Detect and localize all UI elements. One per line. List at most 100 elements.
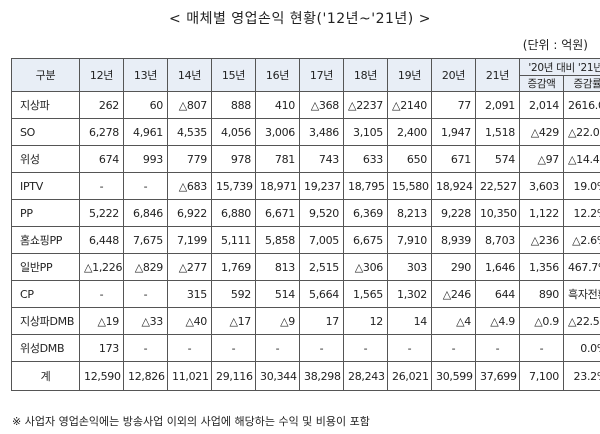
table-cell: 5,222	[79, 199, 124, 227]
page-title: < 매체별 영업손익 현황('12년~'21년) >	[169, 11, 431, 27]
table-cell: △306	[343, 253, 388, 281]
header-change-rate: 증감률	[563, 75, 600, 92]
table-cell: 1,947	[431, 118, 476, 146]
table-cell: 671	[431, 145, 476, 173]
table-cell: 7,005	[299, 226, 344, 254]
table-cell: 303	[387, 253, 432, 281]
table-cell: 978	[211, 145, 256, 173]
table-cell: -	[79, 280, 124, 308]
table-cell: 1,122	[519, 199, 564, 227]
table-cell: 28,243	[343, 361, 388, 391]
row-label: 지상파	[11, 91, 80, 119]
table-cell: -	[431, 334, 476, 362]
table-cell: -	[387, 334, 432, 362]
table-cell: 1,302	[387, 280, 432, 308]
table-cell: 12,826	[123, 361, 168, 391]
table-cell: 9,520	[299, 199, 344, 227]
row-label: 홈쇼핑PP	[11, 226, 80, 254]
table-cell: 3,486	[299, 118, 344, 146]
table-cell: 흑자전환	[563, 280, 600, 308]
table-cell: △1,226	[79, 253, 124, 281]
table-row: SO 6,278 4,961 4,535 4,056 3,006 3,486 3,105 2,4…	[11, 118, 600, 146]
table-cell: △22.5%	[563, 307, 600, 335]
table-cell: 993	[123, 145, 168, 173]
table-cell: 11,021	[167, 361, 212, 391]
table-cell: △97	[519, 145, 564, 173]
row-label: IPTV	[11, 172, 80, 200]
unit-label: (단위 : 억원)	[522, 38, 588, 52]
table-cell: △2237	[343, 91, 388, 119]
table-cell: 888	[211, 91, 256, 119]
row-label: 위성DMB	[11, 334, 80, 362]
table-cell: 7,675	[123, 226, 168, 254]
table-cell: 890	[519, 280, 564, 308]
table-cell: △277	[167, 253, 212, 281]
table-cell: △17	[211, 307, 256, 335]
header-year: 16년	[255, 58, 300, 92]
table-cell: 7,199	[167, 226, 212, 254]
row-label: 계	[11, 361, 80, 391]
table-cell: 1,769	[211, 253, 256, 281]
table-cell: 6,922	[167, 199, 212, 227]
table-cell: 18,795	[343, 172, 388, 200]
table-cell: △0.9	[519, 307, 564, 335]
table-cell: 4,535	[167, 118, 212, 146]
table-cell: △4	[431, 307, 476, 335]
table-cell: △683	[167, 172, 212, 200]
table-cell: 12	[343, 307, 388, 335]
table-cell: △14.4%	[563, 145, 600, 173]
table-cell: 813	[255, 253, 300, 281]
table-cell: 315	[167, 280, 212, 308]
table-cell: 290	[431, 253, 476, 281]
table-cell: 18,971	[255, 172, 300, 200]
header-year: 20년	[431, 58, 476, 92]
header-year: 19년	[387, 58, 432, 92]
table-cell: 30,344	[255, 361, 300, 391]
table-cell: 17	[299, 307, 344, 335]
header-comparison: '20년 대비 '21년	[519, 58, 600, 76]
table-cell: -	[79, 172, 124, 200]
table-cell: 7,910	[387, 226, 432, 254]
row-label: 지상파DMB	[11, 307, 80, 335]
table-cell: 15,739	[211, 172, 256, 200]
table-cell: 77	[431, 91, 476, 119]
table-cell: -	[299, 334, 344, 362]
table-cell: 3,006	[255, 118, 300, 146]
table-cell: 15,580	[387, 172, 432, 200]
table-cell: 19,237	[299, 172, 344, 200]
header-year: 14년	[167, 58, 212, 92]
table-cell: 2616.0%	[563, 91, 600, 119]
table-cell: -	[343, 334, 388, 362]
row-label: CP	[11, 280, 80, 308]
table-cell: △236	[519, 226, 564, 254]
table-cell: △246	[431, 280, 476, 308]
table-cell: 26,021	[387, 361, 432, 391]
header-year: 15년	[211, 58, 256, 92]
table-cell: -	[123, 334, 168, 362]
table-cell: 19.0%	[563, 172, 600, 200]
table-cell: △33	[123, 307, 168, 335]
table-row: 위성 674 993 779 978 781 743 633 650 671 574 △97 △14.4…	[11, 145, 600, 173]
row-label: 일반PP	[11, 253, 80, 281]
table-cell: -	[123, 172, 168, 200]
table-cell: 6,675	[343, 226, 388, 254]
table-cell: 38,298	[299, 361, 344, 391]
table-cell: 10,350	[475, 199, 520, 227]
table-cell: 6,880	[211, 199, 256, 227]
table-cell: △429	[519, 118, 564, 146]
row-label: 위성	[11, 145, 80, 173]
table-row: PP 5,222 6,846 6,922 6,880 6,671 9,520 6,369 8,2…	[11, 199, 600, 227]
row-label: PP	[11, 199, 80, 227]
table-cell: 5,111	[211, 226, 256, 254]
table-cell: 4,056	[211, 118, 256, 146]
table-cell: 37,699	[475, 361, 520, 391]
header-year: 17년	[299, 58, 344, 92]
table-row: 계 12,590 12,826 11,021 29,116 30,344 38,298 28,…	[11, 361, 600, 391]
table-cell: 467.7%	[563, 253, 600, 281]
table-cell: 8,703	[475, 226, 520, 254]
table-cell: 173	[79, 334, 124, 362]
table-cell: 1,518	[475, 118, 520, 146]
table-cell: 2,091	[475, 91, 520, 119]
table-cell: 14	[387, 307, 432, 335]
table-cell: 743	[299, 145, 344, 173]
